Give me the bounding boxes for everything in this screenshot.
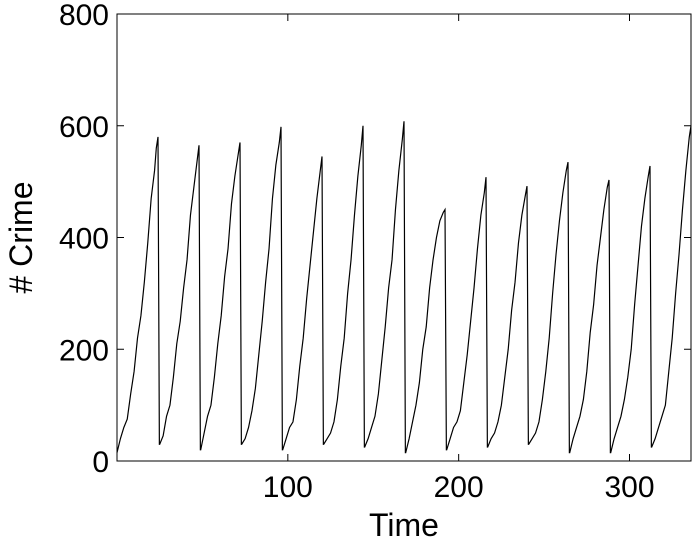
y-axis-ticks: 0 200 400 600 800 <box>59 0 691 479</box>
y-tick-label: 800 <box>59 0 109 32</box>
y-axis-label: # Crime <box>3 181 39 293</box>
y-tick-label: 0 <box>92 446 109 479</box>
series-line-crime <box>116 121 692 454</box>
x-tick-label: 300 <box>604 471 654 504</box>
y-tick-label: 600 <box>59 111 109 144</box>
y-tick-label: 400 <box>59 223 109 256</box>
x-axis-ticks: 100 200 300 <box>263 14 655 504</box>
y-tick-label: 200 <box>59 334 109 367</box>
x-axis-label: Time <box>369 507 439 543</box>
x-tick-label: 100 <box>263 471 313 504</box>
x-tick-label: 200 <box>434 471 484 504</box>
